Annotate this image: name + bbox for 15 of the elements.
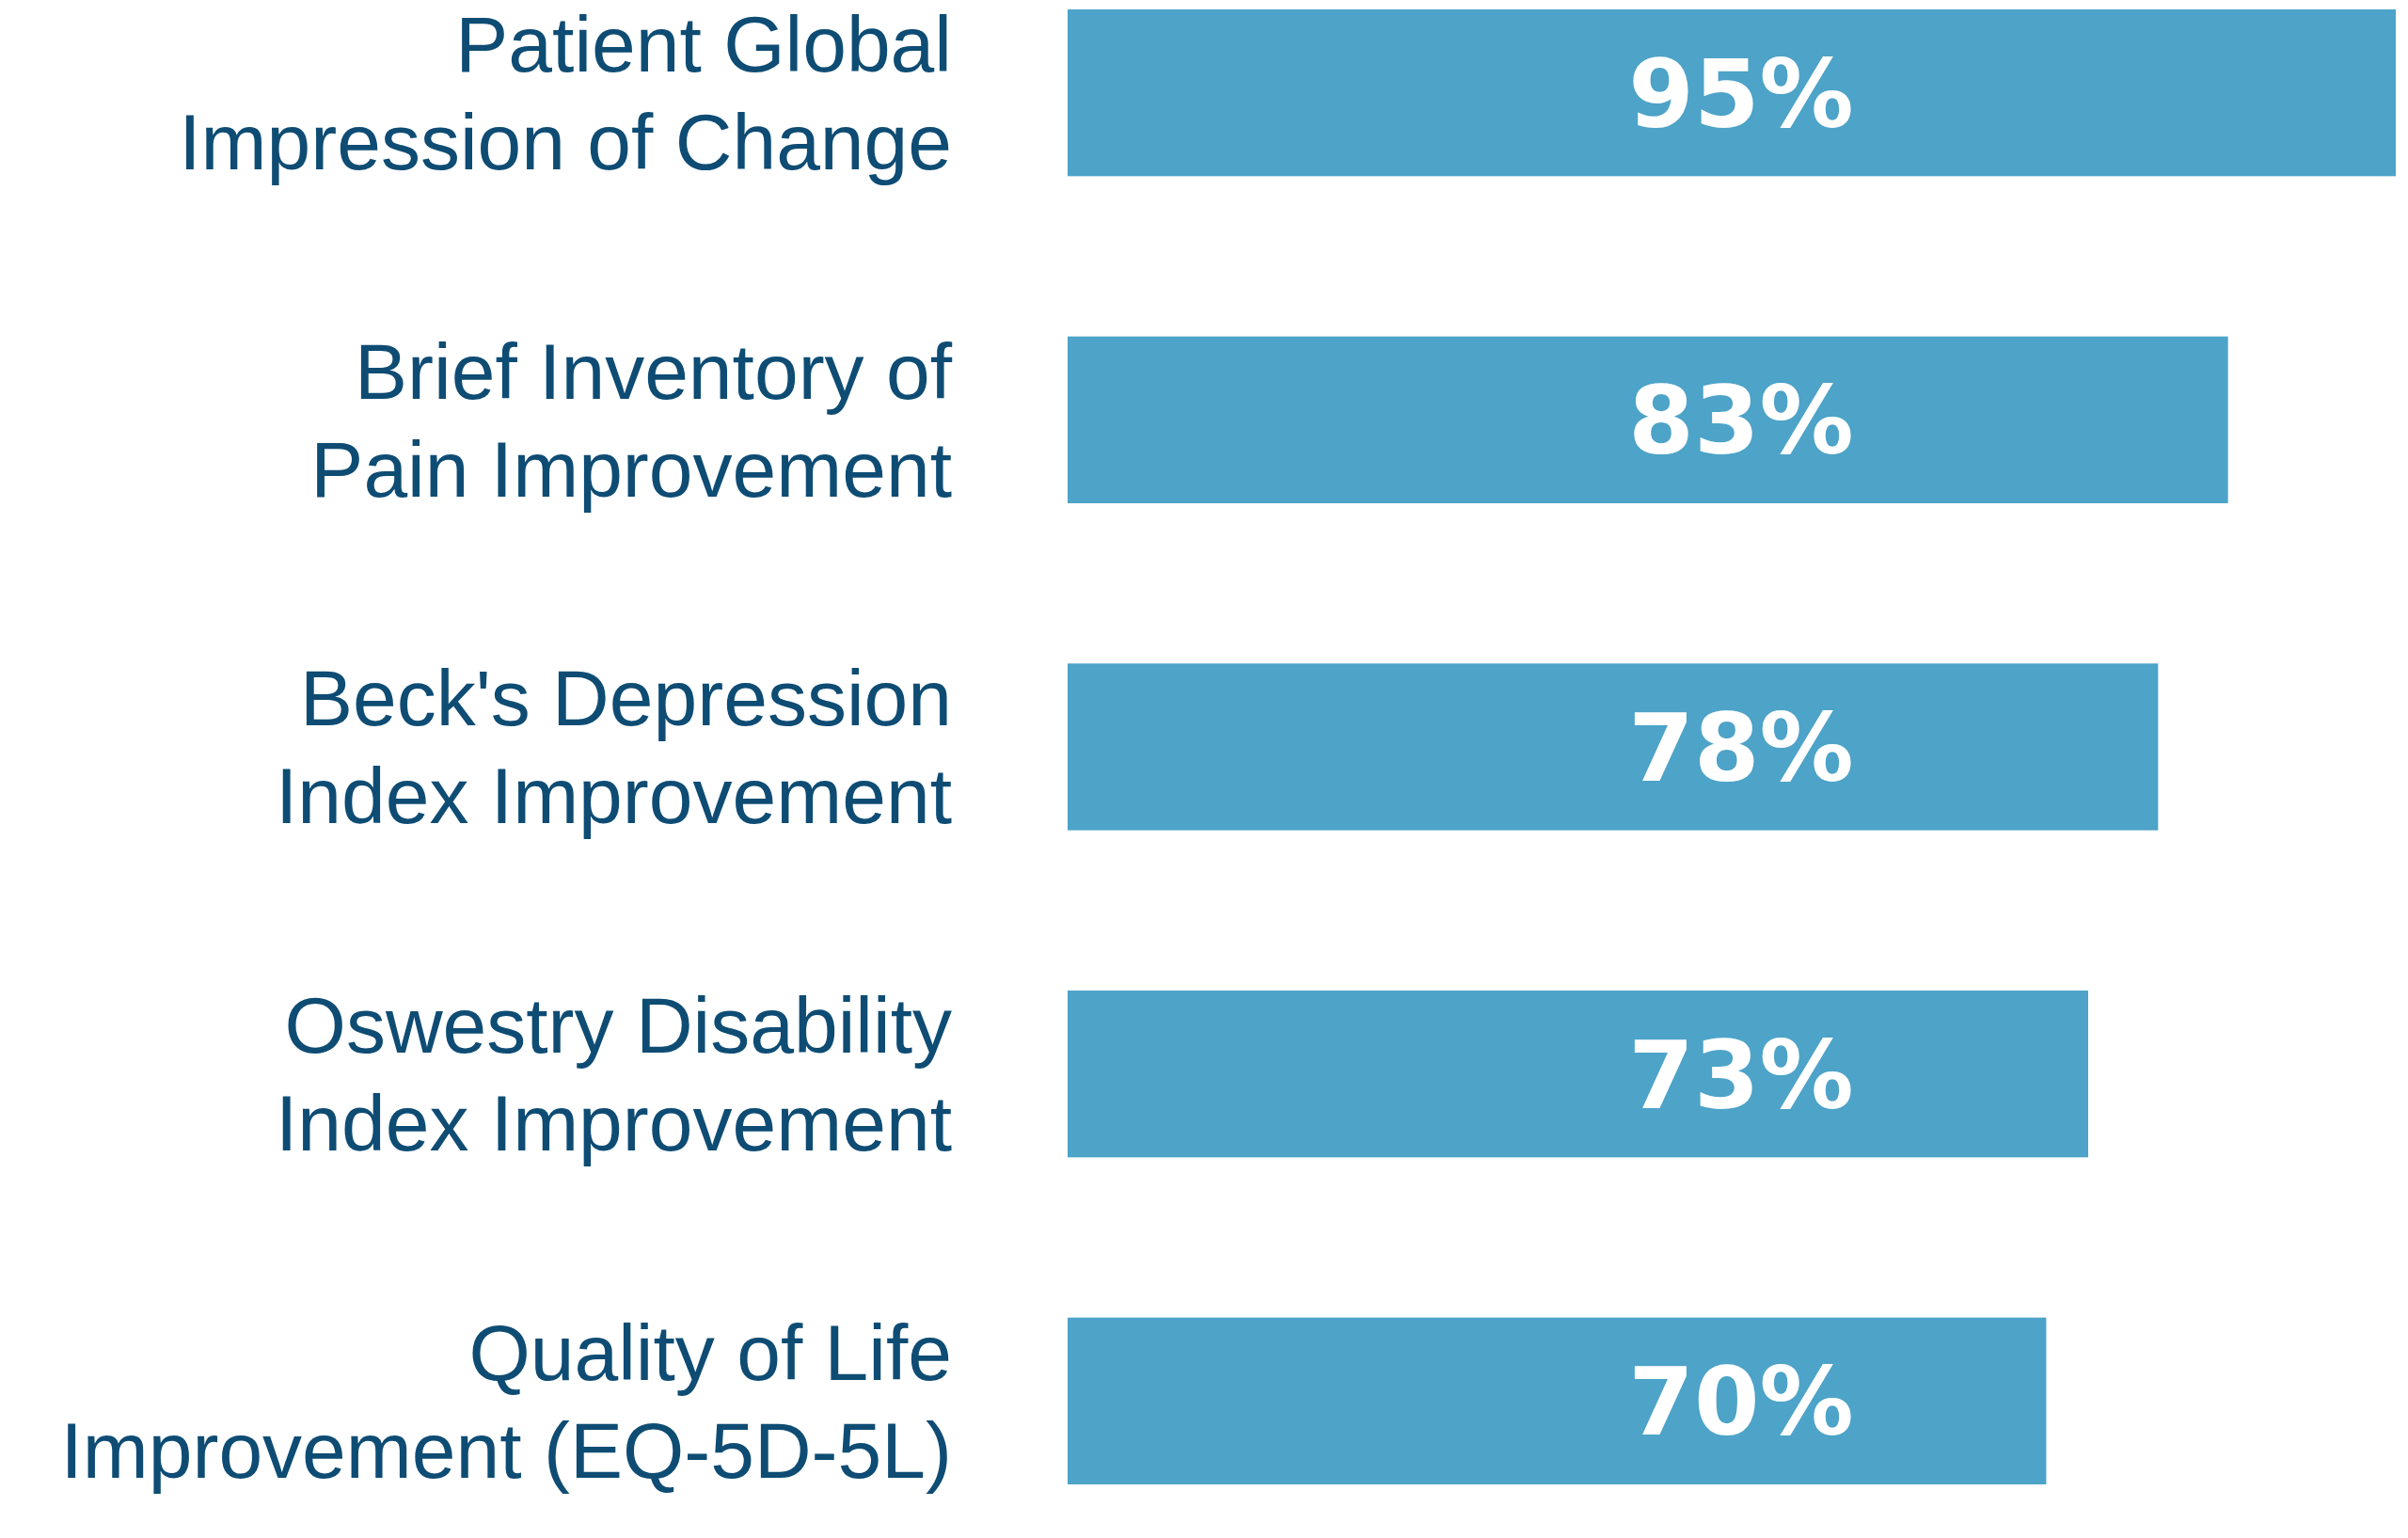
y-tick-label: Beck's Depression Index Improvement bbox=[275, 654, 952, 841]
data-label: 73% bbox=[1628, 1020, 1854, 1131]
y-tick-label: Patient Global Impression of Change bbox=[179, 0, 952, 187]
data-label: 83% bbox=[1628, 366, 1854, 477]
bar bbox=[1068, 663, 2159, 831]
bar bbox=[1068, 1317, 2047, 1484]
bar bbox=[1068, 991, 2089, 1158]
y-tick-label: Quality of Life Improvement (EQ-5D-5L) bbox=[60, 1308, 952, 1495]
data-label: 70% bbox=[1628, 1347, 1854, 1458]
y-tick-label: Oswestry Disability Index Improvement bbox=[275, 981, 952, 1168]
y-tick-label: Brief Inventory of Pain Improvement bbox=[310, 326, 953, 514]
bar bbox=[1068, 9, 2396, 177]
data-label: 78% bbox=[1628, 693, 1854, 803]
bar bbox=[1068, 336, 2228, 503]
data-label: 95% bbox=[1628, 39, 1854, 150]
